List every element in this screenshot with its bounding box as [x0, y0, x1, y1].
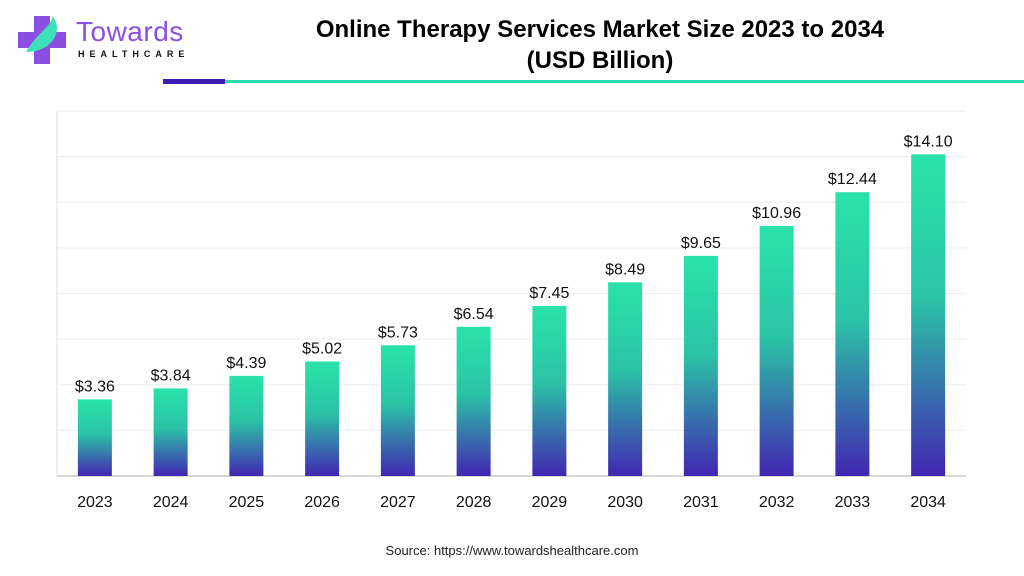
bar [532, 306, 567, 476]
bar [305, 361, 340, 476]
data-label: $9.65 [681, 235, 721, 252]
data-label: $5.02 [302, 340, 342, 357]
header-accent-teal [225, 80, 1024, 83]
x-tick-label: 2034 [910, 494, 946, 511]
x-tick-label: 2030 [607, 494, 643, 511]
bar [683, 255, 718, 476]
data-label: $10.96 [752, 205, 801, 222]
logo-subtitle: HEALTHCARE [78, 49, 190, 59]
x-tick-label: 2028 [456, 494, 492, 511]
header-accent-purple [163, 79, 225, 84]
chart-subtitle: (USD Billion) [526, 47, 674, 74]
x-tick-label: 2026 [304, 494, 340, 511]
data-label: $7.45 [529, 285, 569, 302]
x-tick-label: 2033 [835, 494, 871, 511]
data-label: $4.39 [226, 355, 266, 372]
data-label: $8.49 [605, 261, 645, 278]
x-tick-label: 2027 [380, 494, 416, 511]
bar [380, 345, 415, 476]
cross-leaf-icon [18, 16, 66, 64]
x-tick-label: 2023 [77, 494, 113, 511]
x-tick-label: 2025 [229, 494, 265, 511]
bar [835, 192, 870, 476]
bar [153, 388, 188, 476]
x-tick-label: 2032 [759, 494, 795, 511]
bar [608, 282, 643, 476]
data-label: $12.44 [828, 171, 877, 188]
source-note: Source: https://www.towardshealthcare.co… [385, 543, 639, 558]
bar [759, 225, 794, 476]
bar [77, 399, 112, 476]
logo: Towards HEALTHCARE [14, 14, 194, 64]
data-label: $3.84 [151, 367, 191, 384]
data-label: $6.54 [454, 306, 494, 323]
data-label: $3.36 [75, 378, 115, 395]
logo-word: Towards [76, 16, 184, 47]
bar [456, 326, 491, 476]
data-label: $14.10 [904, 133, 953, 150]
x-tick-label: 2029 [532, 494, 568, 511]
x-tick-label: 2031 [683, 494, 719, 511]
data-label: $5.73 [378, 324, 418, 341]
bar [911, 154, 946, 476]
bar [229, 375, 264, 476]
chart-title: Online Therapy Services Market Size 2023… [315, 16, 885, 43]
x-tick-label: 2024 [153, 494, 189, 511]
